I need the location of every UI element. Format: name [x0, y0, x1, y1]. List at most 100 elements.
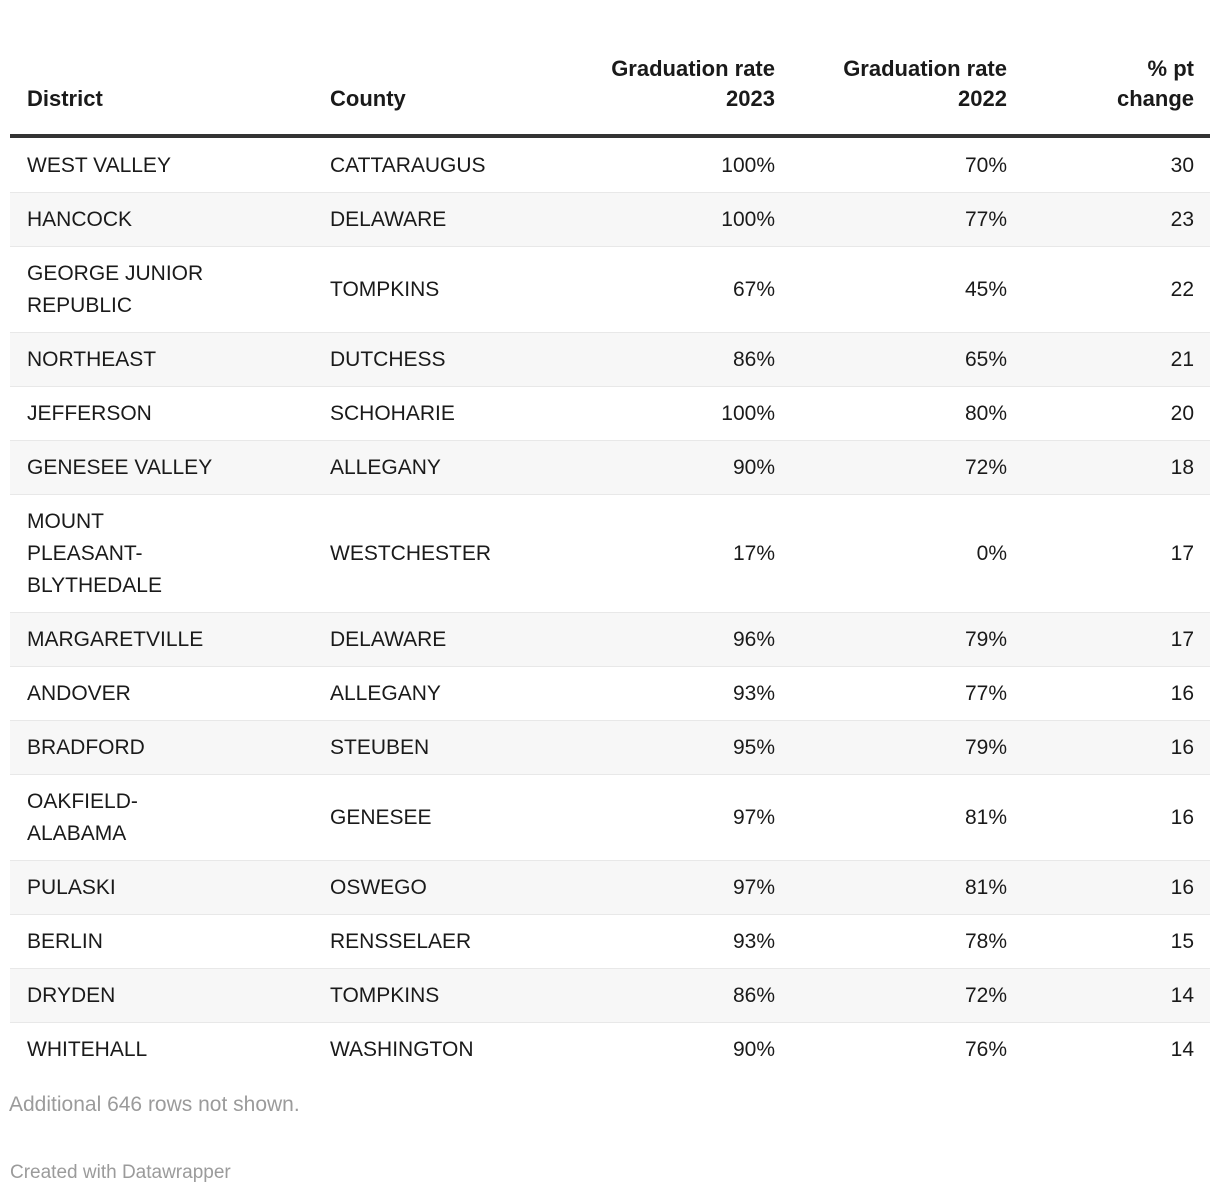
cell-district: OAKFIELD-ALABAMA — [10, 774, 313, 860]
table-row: WHITEHALL WASHINGTON 90% 76% 14 — [10, 1022, 1210, 1076]
cell-county: DELAWARE — [313, 192, 563, 246]
cell-grad-rate-2022: 72% — [775, 440, 1007, 494]
cell-district: GENESEE VALLEY — [10, 440, 313, 494]
table-header-row: District County Graduation rate 2023 Gra… — [10, 38, 1210, 138]
cell-county: SCHOHARIE — [313, 386, 563, 440]
cell-pct-pt-change: 14 — [1007, 968, 1210, 1022]
cell-county: GENESEE — [313, 774, 563, 860]
cell-grad-rate-2022: 81% — [775, 860, 1007, 914]
column-header-county: County — [313, 38, 563, 138]
cell-grad-rate-2023: 90% — [563, 440, 775, 494]
cell-district: BERLIN — [10, 914, 313, 968]
cell-grad-rate-2022: 65% — [775, 332, 1007, 386]
cell-district: DRYDEN — [10, 968, 313, 1022]
cell-county: ALLEGANY — [313, 666, 563, 720]
cell-grad-rate-2023: 90% — [563, 1022, 775, 1076]
cell-pct-pt-change: 18 — [1007, 440, 1210, 494]
cell-pct-pt-change: 20 — [1007, 386, 1210, 440]
cell-pct-pt-change: 16 — [1007, 860, 1210, 914]
cell-grad-rate-2022: 80% — [775, 386, 1007, 440]
cell-county: TOMPKINS — [313, 968, 563, 1022]
cell-county: STEUBEN — [313, 720, 563, 774]
cell-pct-pt-change: 22 — [1007, 246, 1210, 332]
cell-grad-rate-2022: 77% — [775, 192, 1007, 246]
cell-county: DELAWARE — [313, 612, 563, 666]
cell-district: WEST VALLEY — [27, 154, 171, 177]
cell-pct-pt-change: 30 — [1170, 154, 1194, 177]
cell-district: BRADFORD — [10, 720, 313, 774]
cell-grad-rate-2022: 70% — [964, 154, 1007, 177]
cell-pct-pt-change: 16 — [1007, 774, 1210, 860]
table-body: WEST VALLEY CATTARAUGUS 100% 70% 30 HANCOCK DE… — [10, 138, 1210, 1076]
cell-district: MARGARETVILLE — [10, 612, 313, 666]
cell-grad-rate-2023: 67% — [563, 246, 775, 332]
datawrapper-credit: Created with Datawrapper — [10, 1162, 231, 1183]
table-row: WEST VALLEY CATTARAUGUS 100% 70% 30 — [10, 138, 1210, 192]
cell-grad-rate-2023: 96% — [563, 612, 775, 666]
graduation-table-container: District County Graduation rate 2023 Gra… — [10, 38, 1210, 1076]
cell-pct-pt-change: 15 — [1007, 914, 1210, 968]
cell-grad-rate-2022: 72% — [775, 968, 1007, 1022]
table-row: ANDOVER ALLEGANY 93% 77% 16 — [10, 666, 1210, 720]
cell-county: WASHINGTON — [313, 1022, 563, 1076]
cell-grad-rate-2022: 77% — [775, 666, 1007, 720]
cell-district: HANCOCK — [10, 192, 313, 246]
cell-district: GEORGE JUNIOR REPUBLIC — [10, 246, 313, 332]
cell-county: ALLEGANY — [313, 440, 563, 494]
graduation-table: District County Graduation rate 2023 Gra… — [10, 38, 1210, 1076]
column-header-grad-rate-2023: Graduation rate 2023 — [563, 38, 775, 138]
cell-pct-pt-change: 17 — [1007, 494, 1210, 612]
cell-grad-rate-2023: 100% — [563, 386, 775, 440]
cell-pct-pt-change: 17 — [1007, 612, 1210, 666]
cell-county: TOMPKINS — [313, 246, 563, 332]
cell-grad-rate-2023: 86% — [563, 332, 775, 386]
cell-grad-rate-2022: 79% — [775, 720, 1007, 774]
column-header-district: District — [10, 38, 313, 138]
cell-district: JEFFERSON — [10, 386, 313, 440]
column-header-grad-rate-2022: Graduation rate 2022 — [775, 38, 1007, 138]
cell-grad-rate-2023: 95% — [563, 720, 775, 774]
cell-district: PULASKI — [10, 860, 313, 914]
cell-grad-rate-2022: 45% — [775, 246, 1007, 332]
cell-pct-pt-change: 14 — [1007, 1022, 1210, 1076]
table-row: GEORGE JUNIOR REPUBLIC TOMPKINS 67% 45% 22 — [10, 246, 1210, 332]
cell-district: WHITEHALL — [10, 1022, 313, 1076]
cell-grad-rate-2023: 93% — [563, 914, 775, 968]
cell-district: MOUNT PLEASANT-BLYTHEDALE — [10, 494, 313, 612]
cell-grad-rate-2023: 93% — [563, 666, 775, 720]
cell-county: CATTARAUGUS — [330, 154, 486, 177]
cell-grad-rate-2023: 17% — [563, 494, 775, 612]
cell-county: OSWEGO — [313, 860, 563, 914]
table-row: GENESEE VALLEY ALLEGANY 90% 72% 18 — [10, 440, 1210, 494]
cell-district: NORTHEAST — [10, 332, 313, 386]
cell-county: DUTCHESS — [313, 332, 563, 386]
cell-county: RENSSELAER — [313, 914, 563, 968]
table-row: PULASKI OSWEGO 97% 81% 16 — [10, 860, 1210, 914]
table-row: HANCOCK DELAWARE 100% 77% 23 — [10, 192, 1210, 246]
cell-grad-rate-2023: 97% — [563, 774, 775, 860]
table-row: NORTHEAST DUTCHESS 86% 65% 21 — [10, 332, 1210, 386]
table-row: DRYDEN TOMPKINS 86% 72% 14 — [10, 968, 1210, 1022]
table-row: MOUNT PLEASANT-BLYTHEDALE WESTCHESTER 17% 0… — [10, 494, 1210, 612]
cell-grad-rate-2023: 97% — [563, 860, 775, 914]
cell-grad-rate-2023: 100% — [721, 154, 775, 177]
cell-grad-rate-2022: 78% — [775, 914, 1007, 968]
rows-not-shown-note: Additional 646 rows not shown. — [9, 1093, 300, 1116]
table-row: BERLIN RENSSELAER 93% 78% 15 — [10, 914, 1210, 968]
cell-pct-pt-change: 23 — [1007, 192, 1210, 246]
cell-grad-rate-2023: 100% — [563, 192, 775, 246]
cell-district: ANDOVER — [10, 666, 313, 720]
column-header-pct-pt-change: % pt change — [1007, 38, 1210, 138]
table-row: BRADFORD STEUBEN 95% 79% 16 — [10, 720, 1210, 774]
table-row: OAKFIELD-ALABAMA GENESEE 97% 81% 16 — [10, 774, 1210, 860]
table-row: JEFFERSON SCHOHARIE 100% 80% 20 — [10, 386, 1210, 440]
cell-grad-rate-2023: 86% — [563, 968, 775, 1022]
cell-grad-rate-2022: 79% — [775, 612, 1007, 666]
cell-county: WESTCHESTER — [313, 494, 563, 612]
cell-pct-pt-change: 16 — [1007, 666, 1210, 720]
cell-grad-rate-2022: 76% — [775, 1022, 1007, 1076]
table-row: MARGARETVILLE DELAWARE 96% 79% 17 — [10, 612, 1210, 666]
cell-grad-rate-2022: 81% — [775, 774, 1007, 860]
cell-pct-pt-change: 16 — [1007, 720, 1210, 774]
cell-grad-rate-2022: 0% — [775, 494, 1007, 612]
